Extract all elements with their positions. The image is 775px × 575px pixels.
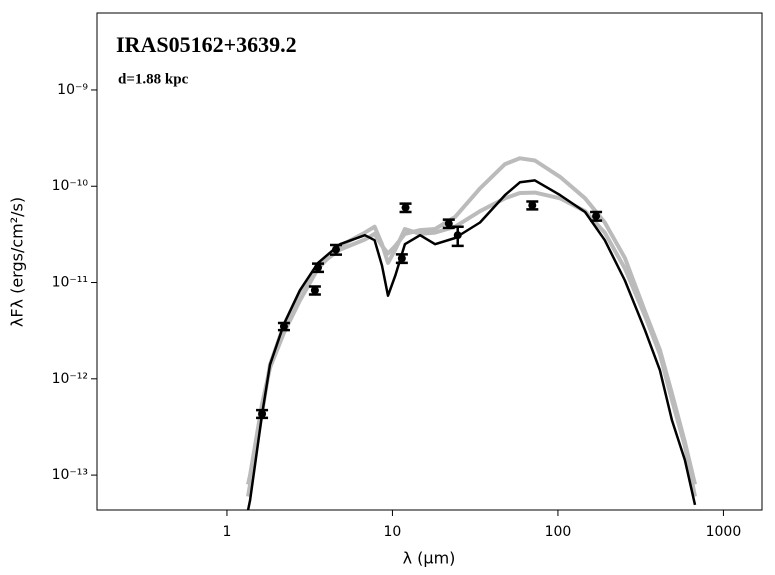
- y-tick-label: 10⁻¹⁰: [52, 178, 89, 194]
- data-point: [453, 231, 462, 240]
- y-tick-label: 10⁻¹²: [52, 371, 88, 387]
- model-line: [246, 190, 697, 497]
- data-point: [279, 322, 288, 331]
- data-point: [314, 263, 323, 272]
- data-point: [401, 203, 410, 212]
- chart-title: IRAS05162+3639.2: [116, 32, 297, 57]
- model-line: [246, 179, 697, 510]
- x-tick-label: 100: [545, 524, 572, 540]
- x-axis-label: λ (μm): [403, 549, 456, 568]
- plot-area: [246, 156, 697, 510]
- y-tick-label: 10⁻¹¹: [52, 275, 88, 291]
- annotation: d=1.88 kpc: [118, 71, 189, 87]
- plot-frame: [96, 12, 763, 511]
- data-point: [332, 245, 341, 254]
- x-tick-label: 1: [222, 524, 231, 540]
- data-point: [258, 409, 267, 418]
- data-point: [444, 219, 453, 228]
- data-point: [397, 254, 406, 263]
- data-point: [528, 201, 537, 210]
- model-line: [246, 156, 697, 497]
- x-tick-label: 10: [384, 524, 402, 540]
- y-tick-label: 10⁻⁹: [57, 82, 88, 98]
- data-point: [310, 286, 319, 295]
- y-axis-label: λFλ (ergs/cm²/s): [8, 197, 27, 327]
- data-point: [592, 212, 601, 221]
- x-tick-label: 1000: [706, 524, 742, 540]
- y-tick-label: 10⁻¹³: [52, 467, 88, 483]
